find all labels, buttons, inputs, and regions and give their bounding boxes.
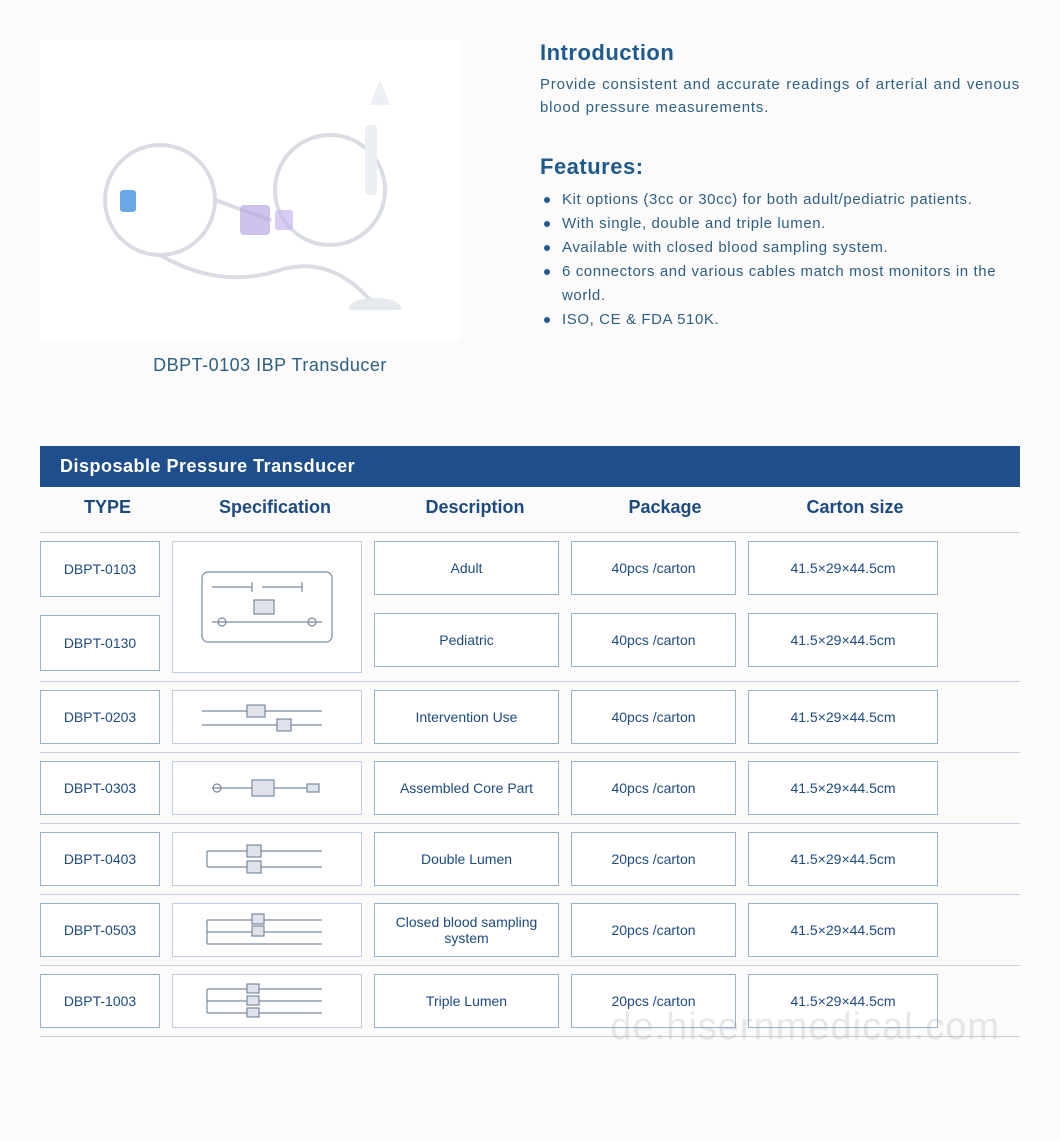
cell-desc: Adult [374, 541, 559, 595]
product-image-placeholder [70, 70, 430, 310]
cell-cart: 41.5×29×44.5cm [748, 690, 938, 744]
spec-diagram-icon [181, 697, 353, 737]
feature-item: ISO, CE & FDA 510K. [544, 308, 1020, 332]
feature-item: Kit options (3cc or 30cc) for both adult… [544, 188, 1020, 212]
cell-type: DBPT-0203 [40, 690, 160, 744]
cell-desc: Double Lumen [374, 832, 559, 886]
spec-diagram-icon [181, 839, 353, 879]
table-row: DBPT-0503 Closed blood sampling system 2… [40, 895, 1020, 966]
cell-desc: Triple Lumen [374, 974, 559, 1028]
cell-type: DBPT-0403 [40, 832, 160, 886]
product-column: DBPT-0103 IBP Transducer [40, 40, 500, 376]
table-banner: Disposable Pressure Transducer [40, 446, 1020, 487]
cell-cart: 41.5×29×44.5cm [748, 974, 938, 1028]
type-stack: DBPT-0103 DBPT-0130 [40, 541, 160, 673]
table-row: Pediatric 40pcs /carton 41.5×29×44.5cm [374, 613, 1020, 667]
cell-pkg: 40pcs /carton [571, 541, 736, 595]
spec-diagram-icon [181, 910, 353, 950]
cell-spec [172, 903, 362, 957]
table-row: Adult 40pcs /carton 41.5×29×44.5cm [374, 541, 1020, 595]
feature-item: 6 connectors and various cables match mo… [544, 260, 1020, 308]
cell-type: DBPT-0503 [40, 903, 160, 957]
text-column: Introduction Provide consistent and accu… [540, 40, 1020, 376]
product-image [40, 40, 460, 340]
cell-pkg: 20pcs /carton [571, 974, 736, 1028]
table-row: DBPT-0403 Double Lumen 20pcs /carton 41.… [40, 824, 1020, 895]
cell-pkg: 40pcs /carton [571, 761, 736, 815]
cell-spec [172, 974, 362, 1028]
cell-cart: 41.5×29×44.5cm [748, 761, 938, 815]
cell-pkg: 20pcs /carton [571, 832, 736, 886]
spec-diagram-icon [181, 768, 353, 808]
th-pkg: Package [575, 497, 755, 518]
cell-desc: Closed blood sampling system [374, 903, 559, 957]
tubing-diagram-icon [70, 70, 430, 310]
cell-cart: 41.5×29×44.5cm [748, 832, 938, 886]
table-body: DBPT-0103 DBPT-0130 Adult [40, 533, 1020, 1037]
cell-cart: 41.5×29×44.5cm [748, 903, 938, 957]
cell-pkg: 40pcs /carton [571, 613, 736, 667]
cell-cart: 41.5×29×44.5cm [748, 541, 938, 595]
feature-list: Kit options (3cc or 30cc) for both adult… [540, 188, 1020, 332]
spec-diagram-icon [181, 981, 353, 1021]
features-title: Features: [540, 154, 1020, 180]
th-spec: Specification [175, 497, 375, 518]
table-row-group: DBPT-0103 DBPT-0130 Adult [40, 533, 1020, 682]
th-desc: Description [375, 497, 575, 518]
th-type: TYPE [40, 497, 175, 518]
cell-desc: Intervention Use [374, 690, 559, 744]
cell-desc: Pediatric [374, 613, 559, 667]
feature-item: With single, double and triple lumen. [544, 212, 1020, 236]
cell-spec [172, 761, 362, 815]
cell-type: DBPT-0130 [40, 615, 160, 671]
cell-cart: 41.5×29×44.5cm [748, 613, 938, 667]
table-row: DBPT-1003 Triple Lumen 20pcs /carton 41.… [40, 966, 1020, 1037]
spec-diagram-icon [181, 548, 353, 666]
feature-item: Available with closed blood sampling sys… [544, 236, 1020, 260]
cell-desc: Assembled Core Part [374, 761, 559, 815]
product-caption: DBPT-0103 IBP Transducer [40, 355, 500, 376]
cell-type: DBPT-0303 [40, 761, 160, 815]
cell-spec [172, 690, 362, 744]
table-headers: TYPE Specification Description Package C… [40, 487, 1020, 533]
intro-title: Introduction [540, 40, 1020, 66]
cell-spec [172, 541, 362, 673]
right-stack: Adult 40pcs /carton 41.5×29×44.5cm Pedia… [374, 541, 1020, 673]
table-row: DBPT-0303 Assembled Core Part 40pcs /car… [40, 753, 1020, 824]
cell-pkg: 40pcs /carton [571, 690, 736, 744]
intro-text: Provide consistent and accurate readings… [540, 74, 1020, 119]
cell-type: DBPT-1003 [40, 974, 160, 1028]
cell-spec [172, 832, 362, 886]
th-cart: Carton size [755, 497, 955, 518]
top-section: DBPT-0103 IBP Transducer Introduction Pr… [40, 40, 1020, 376]
cell-pkg: 20pcs /carton [571, 903, 736, 957]
table-row: DBPT-0203 Intervention Use 40pcs /carton… [40, 682, 1020, 753]
cell-type: DBPT-0103 [40, 541, 160, 597]
